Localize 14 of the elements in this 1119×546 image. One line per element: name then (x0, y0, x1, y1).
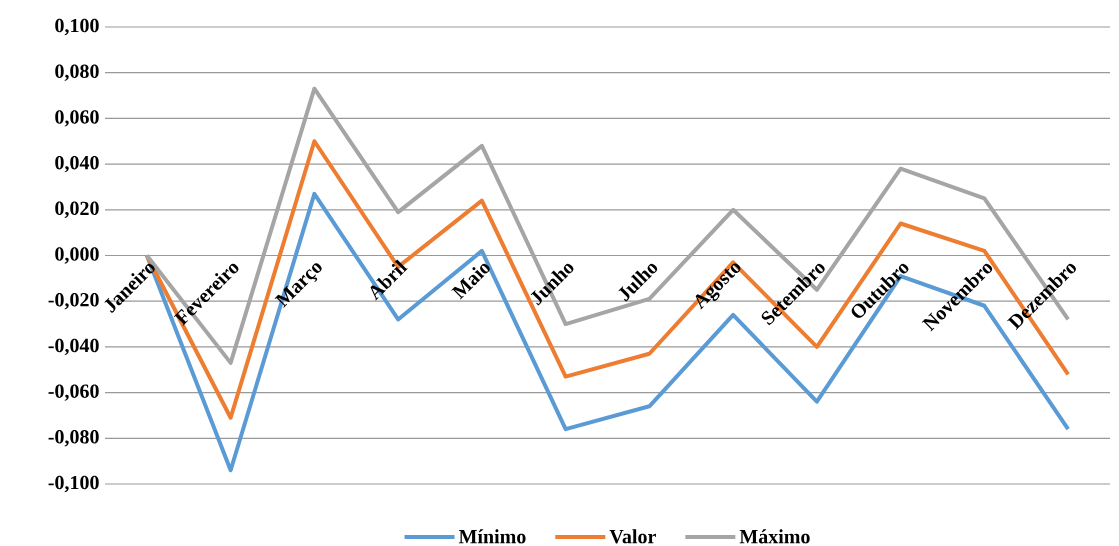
y-tick-label: 0,020 (55, 201, 99, 218)
y-tick-label: -0,040 (48, 338, 99, 356)
y-tick-label: -0,060 (48, 384, 99, 401)
legend-label: Mínimo (458, 529, 526, 544)
y-tick-label: 0,000 (55, 247, 99, 264)
y-tick-label: 0,080 (55, 64, 99, 81)
legend-label: Valor (609, 529, 656, 544)
y-tick-label: 0,040 (55, 155, 99, 173)
y-tick-label: -0,100 (48, 475, 99, 493)
y-tick-label: 0,060 (55, 110, 99, 127)
y-tick-label: -0,020 (48, 292, 99, 310)
legend-label: Máximo (739, 529, 810, 544)
y-tick-label: -0,080 (48, 430, 99, 447)
y-tick-label: 0,100 (55, 18, 99, 36)
